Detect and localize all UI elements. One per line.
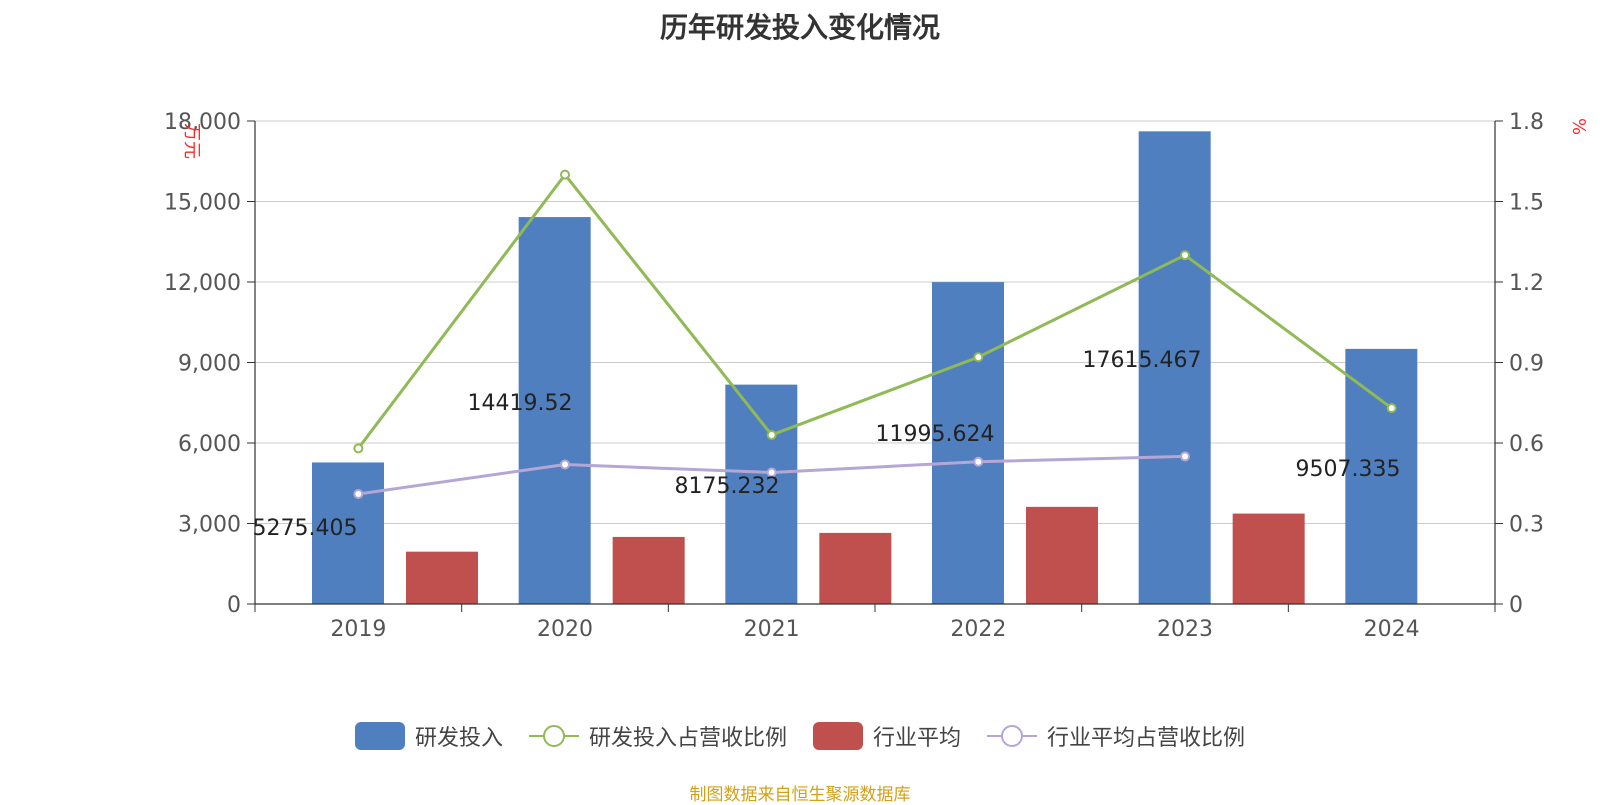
- x-tick-label: 2022: [950, 617, 1006, 642]
- y-left-tick-label: 15,000: [164, 191, 241, 216]
- legend-label: 行业平均: [873, 726, 962, 751]
- legend-swatch-line-purple-icon: [987, 725, 1038, 747]
- legend: 研发投入 研发投入占营收比例 行业平均 行业平均占营收比例: [0, 720, 1600, 752]
- legend-item-industry-ratio[interactable]: 行业平均占营收比例: [987, 720, 1245, 752]
- point-industry-ratio: [973, 456, 984, 467]
- legend-label: 研发投入: [414, 726, 503, 751]
- y-right-tick-label: 0.3: [1509, 513, 1544, 538]
- bar-data-label: 9507.335: [1296, 457, 1401, 482]
- bar-data-label: 5275.405: [253, 516, 358, 541]
- x-tick-label: 2019: [330, 617, 386, 642]
- bar-data-label: 8175.232: [675, 474, 780, 499]
- data-source-note: 制图数据来自恒生聚源数据库: [689, 785, 911, 805]
- x-tick-label: 2020: [537, 617, 593, 642]
- legend-label: 行业平均占营收比例: [1047, 726, 1246, 751]
- bar-industry-average: [1232, 513, 1305, 604]
- legend-item-rd-ratio[interactable]: 研发投入占营收比例: [528, 720, 787, 752]
- y-right-tick-label: 0.9: [1509, 352, 1544, 377]
- y-left-tick-label: 9,000: [178, 352, 241, 377]
- line-layer: [353, 169, 1397, 499]
- line-rd-ratio: [357, 172, 1393, 450]
- point-rd-ratio: [1386, 403, 1397, 414]
- bar-data-label: 17615.467: [1083, 348, 1202, 373]
- y-right-tick-label: 0: [1509, 593, 1523, 618]
- legend-item-rd-investment[interactable]: 研发投入: [354, 720, 503, 752]
- y-left-tick-label: 3,000: [178, 513, 241, 538]
- x-tick-label: 2023: [1157, 617, 1213, 642]
- point-industry-ratio: [766, 467, 777, 478]
- point-industry-ratio: [560, 459, 570, 470]
- point-rd-ratio: [973, 352, 984, 363]
- point-rd-ratio: [353, 443, 364, 454]
- bar-data-label: 14419.52: [468, 391, 573, 416]
- bar-industry-average: [612, 536, 685, 604]
- y-right-tick-label: 1.5: [1509, 191, 1544, 216]
- chart-title: 历年研发投入变化情况: [659, 11, 940, 44]
- y-right-tick-label: 1.2: [1509, 271, 1544, 296]
- bar-rd-investment: [1345, 348, 1418, 604]
- legend-label: 研发投入占营收比例: [588, 726, 787, 751]
- bar-rd-investment: [1138, 131, 1211, 604]
- point-rd-ratio: [560, 169, 570, 180]
- bar-data-label: 11995.624: [876, 422, 995, 447]
- point-industry-ratio: [353, 488, 364, 499]
- data-labels: 5275.405 14419.52 8175.232 11995.624 17615.4…: [253, 348, 1401, 541]
- bar-industry-average: [1026, 506, 1098, 604]
- y-right-unit-label: %: [1568, 118, 1589, 135]
- y-right-tick-label: 1.8: [1509, 110, 1544, 135]
- legend-item-industry-average[interactable]: 行业平均: [813, 720, 961, 752]
- y-right-tick-label: 0.6: [1509, 432, 1544, 457]
- bar-industry-average: [406, 551, 478, 604]
- legend-swatch-bar-red-icon: [813, 722, 863, 750]
- point-industry-ratio: [1180, 451, 1190, 462]
- point-rd-ratio: [766, 429, 777, 440]
- x-tick-label: 2024: [1364, 617, 1420, 642]
- y-left-tick-label: 6,000: [178, 432, 241, 457]
- bar-rd-investment: [932, 282, 1004, 604]
- bar-rd-investment: [312, 462, 384, 604]
- legend-swatch-bar-blue-icon: [354, 722, 405, 750]
- x-tick-label: 2021: [744, 617, 800, 642]
- bar-industry-average: [819, 532, 892, 604]
- y-left-tick-label: 12,000: [164, 271, 241, 296]
- bar-layer: [312, 131, 1418, 604]
- y-left-unit-label: 万元: [181, 123, 202, 159]
- bar-rd-investment: [518, 217, 591, 604]
- legend-swatch-line-green-icon: [528, 725, 579, 747]
- y-left-tick-label: 0: [227, 593, 241, 618]
- y-left-tick-label: 18,000: [164, 110, 241, 135]
- axes: 0 0 3,000 0.3 6,000 0.6 9,000 0.9 12,000 1.2 15,00…: [164, 110, 1589, 642]
- grid-lines: [255, 120, 1495, 524]
- point-rd-ratio: [1180, 250, 1190, 261]
